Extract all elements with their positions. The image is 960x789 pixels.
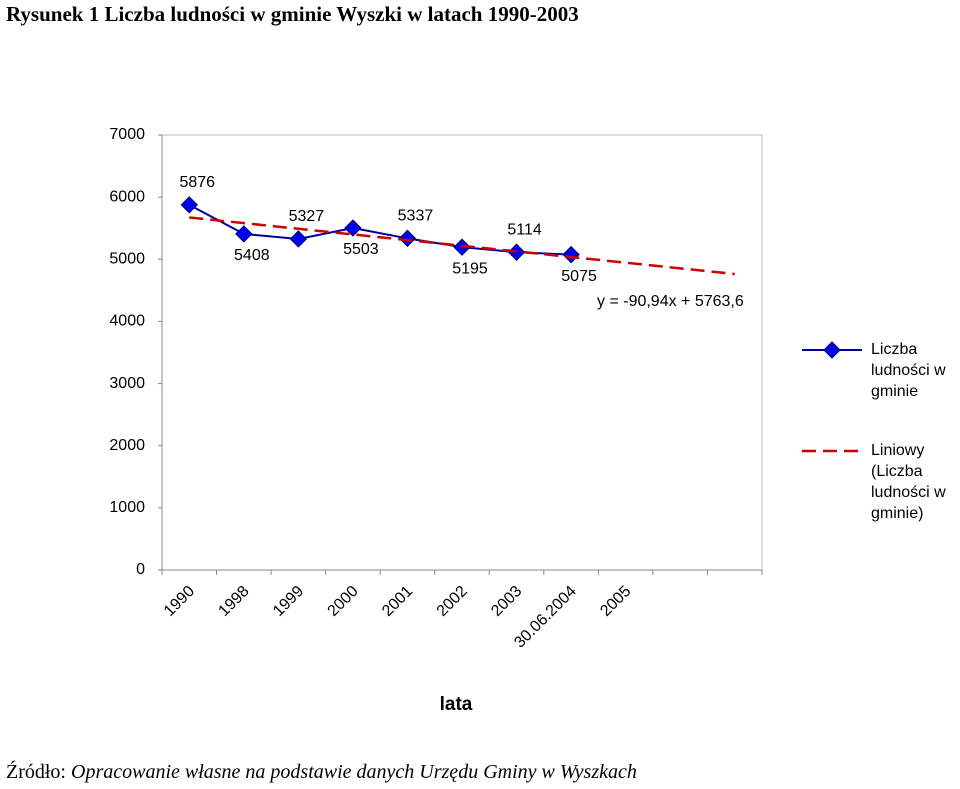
x-tick-label: 2003 xyxy=(488,583,525,620)
x-tick-label: 2002 xyxy=(434,583,471,620)
y-tick-label: 7000 xyxy=(109,126,145,143)
x-tick-label: 2005 xyxy=(597,583,634,620)
marker xyxy=(398,229,417,248)
source: Źródło: Opracowanie własne na podstawie … xyxy=(6,761,637,784)
data-label: 5075 xyxy=(561,268,597,285)
x-axis-label: lata xyxy=(440,694,473,715)
marker xyxy=(235,225,253,243)
marker xyxy=(453,238,471,256)
y-tick-label: 1000 xyxy=(109,499,145,516)
y-tick-label: 6000 xyxy=(109,188,145,205)
data-label: 5408 xyxy=(234,247,270,264)
data-label: 5503 xyxy=(343,241,379,258)
x-tick-label: 2001 xyxy=(379,583,416,620)
y-tick-label: 0 xyxy=(136,561,145,578)
x-tick-label: 2000 xyxy=(325,583,362,620)
x-tick-label: 1999 xyxy=(270,583,307,620)
marker xyxy=(507,243,526,261)
legend-label: Liniowy (Liczba ludności w gminie) xyxy=(871,442,946,522)
marker xyxy=(562,245,580,264)
source-text: Opracowanie własne na podstawie danych U… xyxy=(71,761,637,783)
marker xyxy=(344,219,362,237)
data-label: 5114 xyxy=(507,221,542,238)
plot-frame xyxy=(161,134,763,571)
legend-label: Liczba ludności w gminie xyxy=(871,341,946,400)
trend-line xyxy=(189,216,735,276)
marker xyxy=(180,196,198,214)
x-tick-label: 1990 xyxy=(161,583,198,620)
y-tick-label: 5000 xyxy=(109,251,145,268)
annotation: y = -90,94x + 5763,6 xyxy=(597,293,744,310)
data-label: 5876 xyxy=(179,174,215,191)
y-tick-label: 3000 xyxy=(109,375,145,392)
source-label: Źródło: xyxy=(6,761,66,783)
data-label: 5327 xyxy=(289,208,325,225)
data-label: 5337 xyxy=(398,208,434,225)
x-tick-label: 1998 xyxy=(215,583,252,620)
data-label: 5195 xyxy=(452,260,488,277)
chart-title: Rysunek 1 Liczba ludności w gminie Wyszk… xyxy=(6,2,579,26)
y-tick-label: 4000 xyxy=(109,313,145,330)
marker xyxy=(289,230,308,248)
y-tick-label: 2000 xyxy=(109,437,145,454)
legend-key xyxy=(823,341,841,359)
